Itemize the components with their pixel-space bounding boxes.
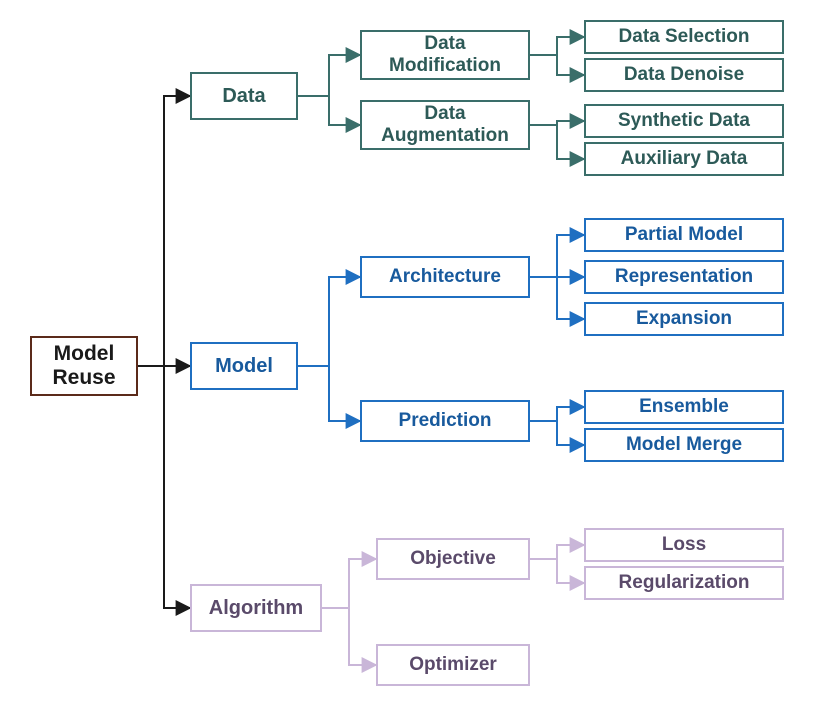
node-label: Ensemble: [639, 396, 729, 418]
node-data_sel: Data Selection: [584, 20, 784, 54]
node-label: Algorithm: [209, 597, 303, 620]
node-label: DataAugmentation: [381, 103, 509, 147]
node-data_den: Data Denoise: [584, 58, 784, 92]
node-label: DataModification: [389, 33, 501, 77]
edge-data-data_aug: [298, 96, 360, 125]
node-label: Optimizer: [409, 654, 497, 676]
node-label: Data Selection: [619, 26, 750, 48]
edge-algo-objective: [322, 559, 376, 608]
node-label: Partial Model: [625, 224, 743, 246]
node-arch: Architecture: [360, 256, 530, 298]
edge-data_aug-data_aux: [530, 125, 584, 159]
edge-root-data: [138, 96, 190, 366]
node-expan: Expansion: [584, 302, 784, 336]
node-regular: Regularization: [584, 566, 784, 600]
edge-objective-loss: [530, 545, 584, 559]
node-label: Data: [222, 85, 265, 108]
node-partial: Partial Model: [584, 218, 784, 252]
edge-pred-ensemble: [530, 407, 584, 421]
node-repr: Representation: [584, 260, 784, 294]
node-data_mod: DataModification: [360, 30, 530, 80]
node-label: Data Denoise: [624, 64, 744, 86]
node-model: Model: [190, 342, 298, 390]
node-label: Expansion: [636, 308, 732, 330]
node-objective: Objective: [376, 538, 530, 580]
edge-root-algo: [138, 366, 190, 608]
edge-arch-partial: [530, 235, 584, 277]
node-label: Objective: [410, 548, 496, 570]
node-label: Model Merge: [626, 434, 742, 456]
node-algo: Algorithm: [190, 584, 322, 632]
node-label: Model: [215, 355, 273, 378]
node-loss: Loss: [584, 528, 784, 562]
node-data_aux: Auxiliary Data: [584, 142, 784, 176]
node-label: ModelReuse: [52, 342, 115, 390]
node-data: Data: [190, 72, 298, 120]
node-pred: Prediction: [360, 400, 530, 442]
edge-data-data_mod: [298, 55, 360, 96]
edge-algo-optimizer: [322, 608, 376, 665]
edge-data_mod-data_den: [530, 55, 584, 75]
node-label: Synthetic Data: [618, 110, 750, 132]
edge-data_mod-data_sel: [530, 37, 584, 55]
node-root: ModelReuse: [30, 336, 138, 396]
node-data_syn: Synthetic Data: [584, 104, 784, 138]
node-data_aug: DataAugmentation: [360, 100, 530, 150]
node-label: Loss: [662, 534, 706, 556]
node-label: Representation: [615, 266, 753, 288]
node-merge: Model Merge: [584, 428, 784, 462]
node-ensemble: Ensemble: [584, 390, 784, 424]
edge-model-arch: [298, 277, 360, 366]
node-label: Auxiliary Data: [621, 148, 748, 170]
edge-objective-regular: [530, 559, 584, 583]
edge-model-pred: [298, 366, 360, 421]
edge-pred-merge: [530, 421, 584, 445]
node-label: Prediction: [399, 410, 492, 432]
node-label: Regularization: [619, 572, 750, 594]
node-optimizer: Optimizer: [376, 644, 530, 686]
node-label: Architecture: [389, 266, 501, 288]
edge-arch-expan: [530, 277, 584, 319]
